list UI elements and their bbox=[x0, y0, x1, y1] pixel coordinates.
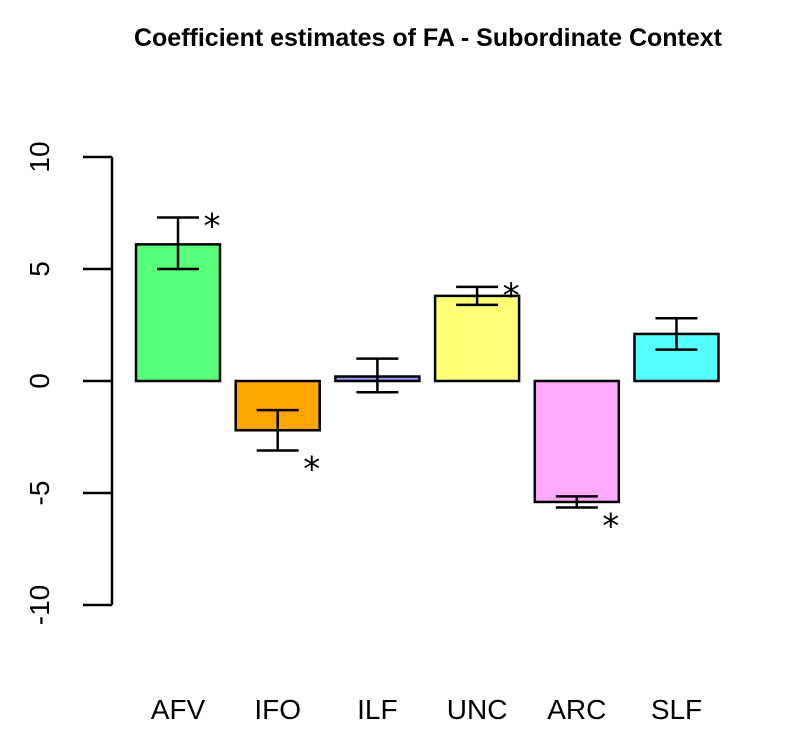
category-label-ifo: IFO bbox=[254, 694, 301, 725]
error-bars-group bbox=[157, 216, 698, 509]
category-label-arc: ARC bbox=[547, 694, 606, 725]
y-tick-label: -10 bbox=[24, 585, 55, 625]
y-axis: -10 -5 0 5 10 bbox=[24, 141, 114, 625]
category-label-unc: UNC bbox=[447, 694, 508, 725]
y-tick-label: 0 bbox=[24, 373, 55, 389]
bars-group bbox=[134, 243, 720, 504]
significance-star-afv: * bbox=[204, 206, 221, 246]
bar-arc bbox=[533, 379, 621, 504]
category-label-afv: AFV bbox=[151, 694, 206, 725]
y-tick-label: -5 bbox=[24, 481, 55, 506]
chart-title: Coefficient estimates of FA - Subordinat… bbox=[134, 24, 723, 52]
significance-star-ifo: * bbox=[303, 449, 320, 489]
category-labels: AFV IFO ILF UNC ARC SLF bbox=[151, 694, 702, 725]
category-label-slf: SLF bbox=[651, 694, 702, 725]
y-tick-label: 5 bbox=[24, 261, 55, 277]
significance-star-unc: * bbox=[503, 276, 520, 316]
significance-star-arc: * bbox=[602, 507, 619, 547]
significance-markers: * * * * bbox=[204, 206, 620, 546]
category-label-ilf: ILF bbox=[357, 694, 397, 725]
y-tick-label: 10 bbox=[24, 141, 55, 172]
